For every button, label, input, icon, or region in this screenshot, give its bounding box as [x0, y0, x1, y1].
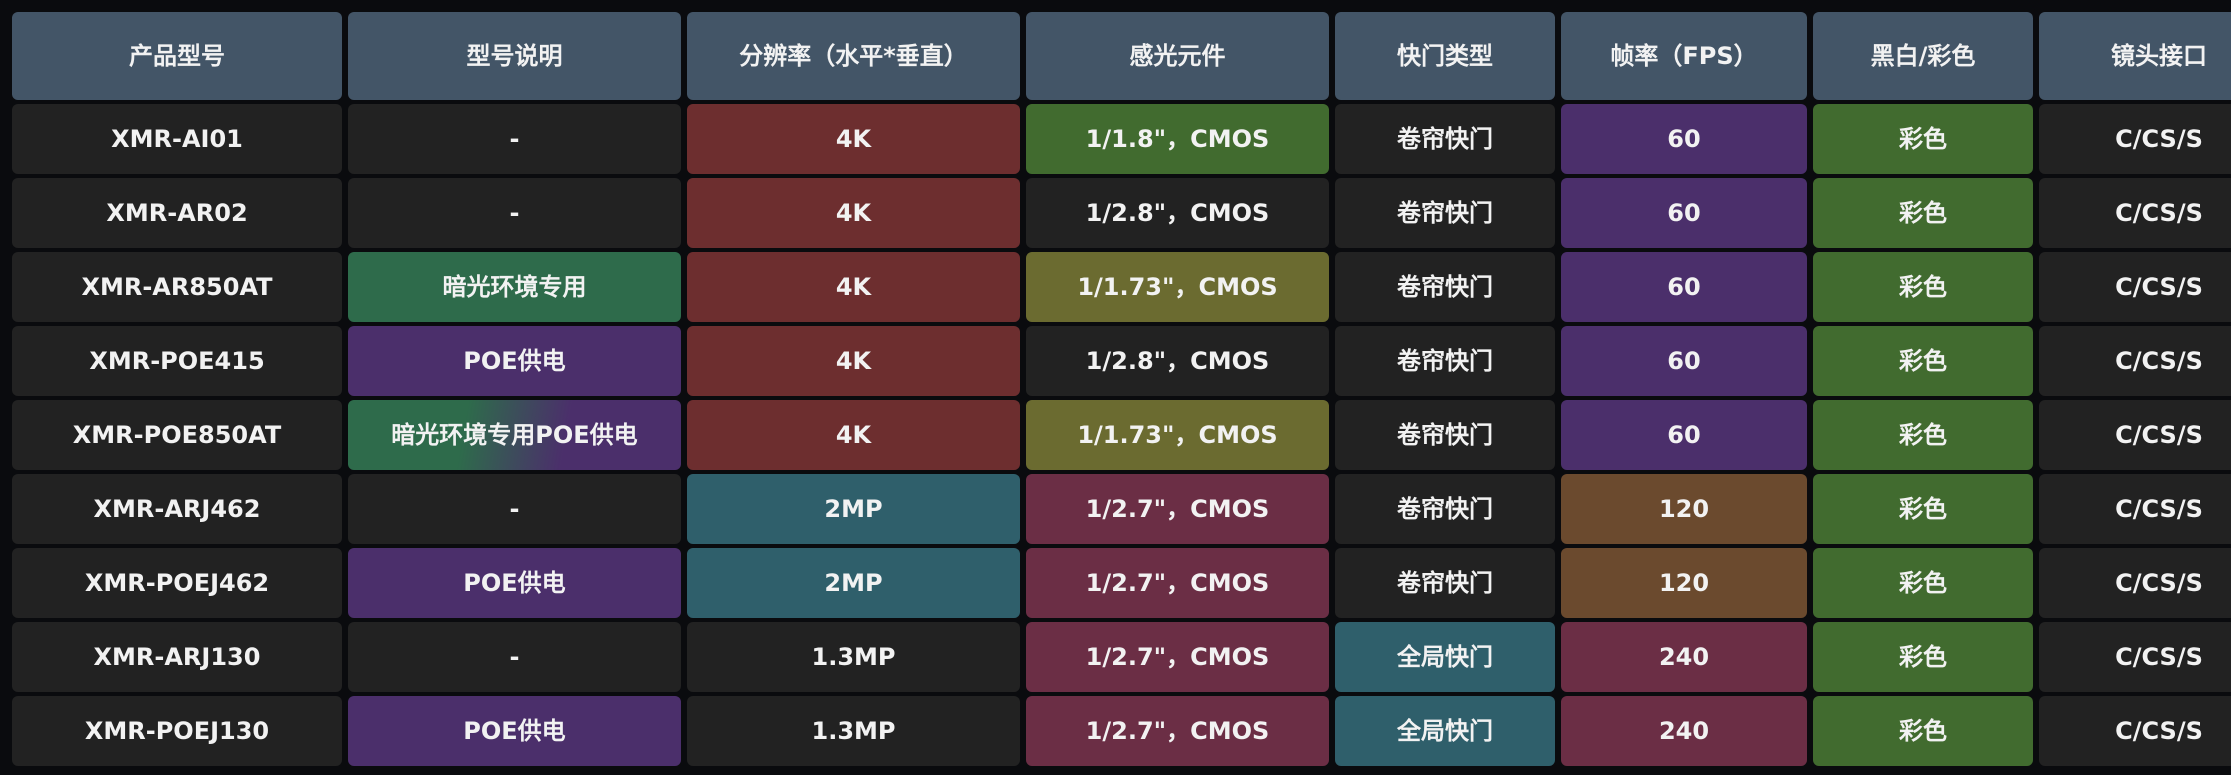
table-cell-model: XMR-POE415: [12, 326, 342, 396]
table-cell-sensor: 1/1.73"，CMOS: [1026, 252, 1329, 322]
table-cell-sensor: 1/2.8"，CMOS: [1026, 178, 1329, 248]
table-cell-model: XMR-ARJ462: [12, 474, 342, 544]
table-cell-color-mode: 彩色: [1813, 696, 2033, 766]
table-cell-description: -: [348, 474, 681, 544]
table-cell-resolution: 4K: [687, 252, 1020, 322]
table-cell-fps: 120: [1561, 548, 1807, 618]
column-header-fps: 帧率（FPS）: [1561, 12, 1807, 100]
table-cell-model: XMR-POE850AT: [12, 400, 342, 470]
column-header-lens-mount: 镜头接口: [2039, 12, 2231, 100]
table-cell-description: 暗光环境专用: [348, 252, 681, 322]
table-cell-color-mode: 彩色: [1813, 548, 2033, 618]
table-cell-sensor: 1/2.7"，CMOS: [1026, 548, 1329, 618]
table-cell-resolution: 1.3MP: [687, 696, 1020, 766]
table-cell-fps: 60: [1561, 252, 1807, 322]
table-cell-color-mode: 彩色: [1813, 326, 2033, 396]
table-cell-model: XMR-ARJ130: [12, 622, 342, 692]
table-cell-sensor: 1/1.73"，CMOS: [1026, 400, 1329, 470]
table-cell-fps: 60: [1561, 400, 1807, 470]
table-cell-shutter: 卷帘快门: [1335, 400, 1555, 470]
table-cell-description: POE供电: [348, 326, 681, 396]
table-cell-lens-mount: C/CS/S: [2039, 622, 2231, 692]
column-header-shutter: 快门类型: [1335, 12, 1555, 100]
table-cell-shutter: 卷帘快门: [1335, 326, 1555, 396]
table-cell-model: XMR-AR02: [12, 178, 342, 248]
table-cell-description: POE供电: [348, 696, 681, 766]
table-cell-color-mode: 彩色: [1813, 474, 2033, 544]
table-cell-shutter: 卷帘快门: [1335, 178, 1555, 248]
table-cell-shutter: 卷帘快门: [1335, 474, 1555, 544]
table-cell-color-mode: 彩色: [1813, 622, 2033, 692]
column-header-color-mode: 黑白/彩色: [1813, 12, 2033, 100]
table-cell-resolution: 1.3MP: [687, 622, 1020, 692]
table-cell-sensor: 1/2.7"，CMOS: [1026, 696, 1329, 766]
table-cell-fps: 60: [1561, 326, 1807, 396]
product-table: 产品型号 型号说明 分辨率（水平*垂直） 感光元件 快门类型 帧率（FPS） 黑白/彩色 镜头…: [12, 12, 2231, 766]
table-cell-model: XMR-POEJ130: [12, 696, 342, 766]
table-cell-model: XMR-AR850AT: [12, 252, 342, 322]
table-cell-lens-mount: C/CS/S: [2039, 104, 2231, 174]
table-cell-shutter: 卷帘快门: [1335, 548, 1555, 618]
column-header-description: 型号说明: [348, 12, 681, 100]
table-cell-model: XMR-POEJ462: [12, 548, 342, 618]
table-cell-lens-mount: C/CS/S: [2039, 474, 2231, 544]
table-cell-lens-mount: C/CS/S: [2039, 548, 2231, 618]
table-cell-resolution: 2MP: [687, 548, 1020, 618]
table-cell-description: -: [348, 104, 681, 174]
table-cell-shutter: 卷帘快门: [1335, 104, 1555, 174]
table-cell-lens-mount: C/CS/S: [2039, 400, 2231, 470]
table-cell-sensor: 1/2.8"，CMOS: [1026, 326, 1329, 396]
table-cell-lens-mount: C/CS/S: [2039, 178, 2231, 248]
table-cell-shutter: 卷帘快门: [1335, 252, 1555, 322]
table-cell-fps: 240: [1561, 696, 1807, 766]
table-cell-fps: 60: [1561, 178, 1807, 248]
table-cell-color-mode: 彩色: [1813, 104, 2033, 174]
table-cell-lens-mount: C/CS/S: [2039, 326, 2231, 396]
table-cell-lens-mount: C/CS/S: [2039, 696, 2231, 766]
table-cell-resolution: 4K: [687, 326, 1020, 396]
column-header-sensor: 感光元件: [1026, 12, 1329, 100]
table-cell-lens-mount: C/CS/S: [2039, 252, 2231, 322]
table-cell-fps: 240: [1561, 622, 1807, 692]
table-cell-shutter: 全局快门: [1335, 696, 1555, 766]
table-cell-sensor: 1/2.7"，CMOS: [1026, 622, 1329, 692]
table-cell-color-mode: 彩色: [1813, 400, 2033, 470]
table-cell-sensor: 1/1.8"，CMOS: [1026, 104, 1329, 174]
table-cell-shutter: 全局快门: [1335, 622, 1555, 692]
table-cell-resolution: 4K: [687, 104, 1020, 174]
table-cell-sensor: 1/2.7"，CMOS: [1026, 474, 1329, 544]
table-cell-model: XMR-AI01: [12, 104, 342, 174]
table-cell-fps: 120: [1561, 474, 1807, 544]
column-header-resolution: 分辨率（水平*垂直）: [687, 12, 1020, 100]
table-cell-color-mode: 彩色: [1813, 252, 2033, 322]
table-cell-fps: 60: [1561, 104, 1807, 174]
table-cell-color-mode: 彩色: [1813, 178, 2033, 248]
table-cell-description: -: [348, 178, 681, 248]
table-cell-description: 暗光环境专用POE供电: [348, 400, 681, 470]
table-cell-resolution: 4K: [687, 400, 1020, 470]
table-cell-description: -: [348, 622, 681, 692]
column-header-model: 产品型号: [12, 12, 342, 100]
table-cell-resolution: 2MP: [687, 474, 1020, 544]
table-cell-description: POE供电: [348, 548, 681, 618]
table-cell-resolution: 4K: [687, 178, 1020, 248]
